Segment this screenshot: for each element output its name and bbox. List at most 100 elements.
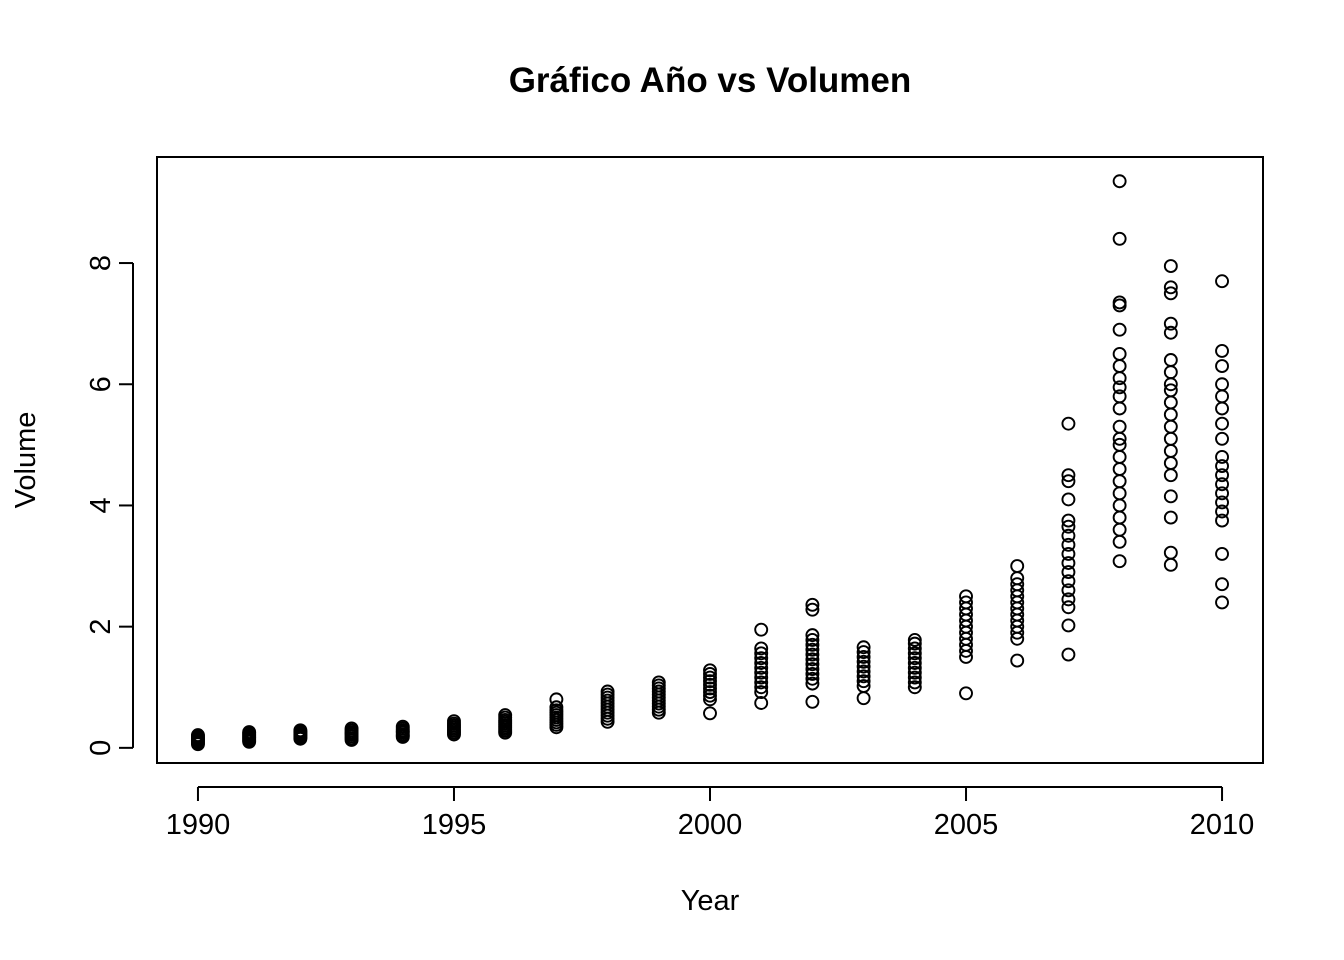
data-point — [703, 688, 717, 703]
data-point — [805, 647, 820, 662]
data-point — [1112, 295, 1127, 310]
data-point — [703, 706, 717, 721]
data-point — [856, 664, 871, 679]
data-point — [907, 670, 922, 685]
data-point — [754, 675, 769, 690]
data-point — [754, 665, 769, 680]
chart-title: Gráfico Año vs Volumen — [509, 61, 912, 100]
data-point — [1112, 437, 1127, 452]
data-point — [907, 651, 922, 666]
data-point — [1215, 450, 1229, 464]
data-point — [1061, 519, 1076, 534]
data-point — [1061, 600, 1076, 615]
data-point — [703, 674, 717, 689]
data-point — [959, 595, 973, 610]
data-point — [293, 723, 308, 738]
data-point — [1112, 380, 1127, 395]
data-point — [1112, 534, 1127, 549]
data-point — [1163, 431, 1178, 446]
data-point — [856, 679, 871, 693]
data-point — [703, 681, 717, 696]
data-point — [1061, 647, 1076, 662]
y-axis: 0 2 4 6 8 — [85, 255, 134, 756]
data-point — [1163, 286, 1178, 301]
plot-frame — [156, 156, 1264, 764]
data-point — [907, 641, 922, 656]
data-point — [1163, 365, 1178, 380]
data-point — [1112, 554, 1127, 569]
data-point — [1061, 474, 1076, 489]
data-point — [856, 669, 871, 684]
data-point — [1163, 383, 1178, 398]
data-point — [1112, 450, 1127, 464]
data-point — [805, 671, 820, 686]
x-tick-label: 2005 — [934, 809, 999, 841]
data-point — [754, 651, 769, 666]
data-point — [856, 650, 871, 664]
data-point — [1163, 545, 1178, 560]
data-point — [754, 646, 769, 661]
data-point — [1215, 377, 1229, 392]
data-point — [242, 725, 257, 740]
data-point — [959, 589, 973, 604]
data-point — [959, 686, 973, 701]
data-point — [1112, 322, 1127, 337]
data-point — [1163, 443, 1178, 458]
data-point — [1112, 401, 1127, 416]
data-point — [754, 696, 769, 710]
data-point — [1112, 498, 1127, 513]
data-point — [805, 662, 820, 677]
data-point — [1163, 489, 1178, 504]
data-point — [1215, 577, 1229, 592]
data-point — [1215, 274, 1229, 289]
data-point — [703, 677, 717, 692]
data-point — [498, 708, 513, 723]
data-point — [907, 633, 922, 647]
data-point — [1061, 546, 1076, 561]
data-point — [1215, 486, 1229, 501]
data-point — [805, 694, 820, 709]
data-point — [1061, 583, 1076, 598]
data-point — [549, 692, 564, 707]
data-point — [651, 675, 666, 690]
data-point — [805, 657, 820, 672]
data-point — [1061, 537, 1076, 552]
data-point — [1010, 559, 1025, 573]
data-point — [1061, 513, 1076, 528]
data-point — [1061, 574, 1076, 589]
y-tick-label: 4 — [85, 497, 117, 513]
data-point — [1163, 419, 1178, 434]
data-point — [1163, 395, 1178, 410]
data-point — [805, 633, 820, 647]
data-point — [805, 652, 820, 667]
data-point — [1215, 359, 1229, 374]
data-point — [1215, 477, 1229, 492]
data-point — [754, 641, 769, 656]
data-point — [907, 636, 922, 651]
data-point — [703, 666, 717, 681]
data-points — [191, 174, 1229, 752]
data-point — [805, 637, 820, 652]
data-point — [1112, 510, 1127, 525]
data-point — [1112, 231, 1127, 246]
data-point — [1112, 419, 1127, 434]
data-point — [1163, 353, 1178, 367]
data-point — [907, 680, 922, 695]
x-tick-label: 1995 — [422, 809, 487, 841]
y-tick-label: 6 — [85, 376, 117, 392]
data-point — [907, 665, 922, 680]
data-point — [1215, 389, 1229, 404]
data-point — [1112, 522, 1127, 537]
data-point — [1112, 347, 1127, 361]
data-point — [754, 685, 769, 700]
data-point — [856, 654, 871, 669]
data-point — [1112, 462, 1127, 477]
data-point — [1215, 343, 1229, 358]
data-point — [805, 602, 820, 617]
y-tick-label: 2 — [85, 619, 117, 635]
data-point — [549, 700, 564, 715]
y-tick-label: 8 — [85, 255, 117, 271]
data-point — [754, 656, 769, 670]
data-point — [1112, 486, 1127, 501]
